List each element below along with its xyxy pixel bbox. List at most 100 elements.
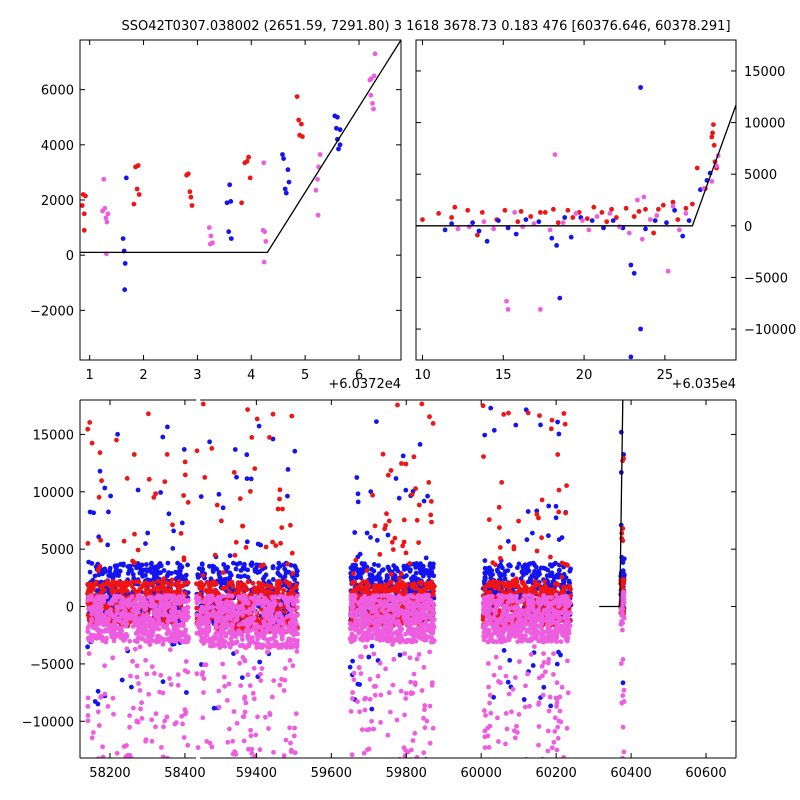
data-point-magenta bbox=[290, 642, 296, 648]
data-point-red bbox=[96, 566, 101, 572]
data-point-blue bbox=[548, 703, 554, 709]
data-point-blue bbox=[337, 127, 343, 133]
data-point-magenta bbox=[194, 612, 200, 618]
data-point-magenta bbox=[408, 630, 413, 636]
data-point-red bbox=[188, 194, 194, 200]
data-point-magenta bbox=[149, 717, 155, 723]
data-point-magenta bbox=[714, 163, 719, 169]
data-point-magenta bbox=[241, 738, 247, 744]
data-point-red bbox=[404, 582, 409, 587]
data-point-blue bbox=[355, 569, 361, 575]
data-point-magenta bbox=[175, 682, 181, 688]
data-point-red bbox=[200, 573, 206, 578]
data-point-magenta bbox=[137, 620, 143, 626]
data-point-magenta bbox=[379, 607, 384, 613]
data-point-red bbox=[246, 154, 252, 160]
data-point-magenta bbox=[401, 596, 407, 601]
data-point-magenta bbox=[481, 219, 487, 225]
data-point-magenta bbox=[288, 740, 293, 746]
data-point-blue bbox=[546, 503, 552, 509]
data-point-red bbox=[220, 570, 226, 575]
data-point-red bbox=[81, 227, 87, 233]
data-point-magenta bbox=[105, 211, 111, 217]
data-point-magenta bbox=[267, 636, 273, 642]
data-point-magenta bbox=[367, 696, 373, 702]
data-point-red bbox=[87, 420, 93, 425]
data-point-magenta bbox=[177, 594, 182, 599]
data-point-red bbox=[109, 589, 115, 595]
data-point-magenta bbox=[372, 51, 378, 57]
data-point-magenta bbox=[179, 614, 185, 620]
data-point-blue bbox=[530, 663, 536, 668]
data-point-blue bbox=[254, 562, 259, 568]
data-point-blue bbox=[408, 567, 413, 573]
data-point-magenta bbox=[131, 705, 136, 711]
data-point-magenta bbox=[388, 709, 393, 715]
data-point-magenta bbox=[281, 753, 287, 758]
data-point-blue bbox=[138, 567, 144, 572]
data-point-magenta bbox=[422, 725, 428, 731]
data-point-magenta bbox=[402, 651, 407, 656]
data-point-magenta bbox=[233, 751, 239, 757]
data-point-magenta bbox=[102, 691, 108, 697]
data-point-magenta bbox=[400, 757, 403, 758]
data-point-red bbox=[392, 535, 398, 541]
data-point-blue bbox=[393, 565, 398, 571]
data-point-magenta bbox=[204, 595, 209, 600]
data-point-magenta bbox=[287, 636, 293, 642]
data-point-magenta bbox=[396, 610, 402, 615]
data-point-magenta bbox=[183, 617, 189, 623]
data-point-magenta bbox=[199, 672, 205, 677]
data-point-red bbox=[591, 204, 597, 210]
data-point-magenta bbox=[244, 626, 250, 632]
data-point-magenta bbox=[291, 733, 297, 739]
data-point-blue bbox=[110, 573, 116, 579]
data-point-blue bbox=[553, 503, 559, 509]
data-point-red bbox=[240, 523, 245, 529]
data-point-red bbox=[294, 94, 300, 99]
data-point-blue bbox=[144, 567, 150, 572]
y-tick-label: 2000 bbox=[41, 194, 74, 209]
data-point-blue bbox=[523, 217, 529, 223]
data-point-magenta bbox=[271, 602, 277, 608]
data-point-magenta bbox=[373, 624, 379, 630]
data-point-magenta bbox=[274, 611, 280, 617]
data-point-magenta bbox=[421, 664, 427, 670]
data-point-red bbox=[370, 492, 375, 498]
data-point-magenta bbox=[560, 220, 566, 226]
data-point-magenta bbox=[315, 176, 320, 182]
data-point-blue bbox=[211, 705, 217, 711]
data-point-magenta bbox=[216, 704, 222, 710]
data-point-magenta bbox=[412, 730, 418, 736]
data-point-magenta bbox=[391, 656, 397, 662]
data-point-red bbox=[164, 452, 170, 457]
data-point-red bbox=[420, 217, 425, 223]
data-point-magenta bbox=[258, 592, 264, 598]
data-point-magenta bbox=[430, 638, 435, 644]
data-point-magenta bbox=[363, 612, 369, 618]
data-point-magenta bbox=[371, 614, 376, 620]
data-point-red bbox=[201, 582, 207, 588]
data-point-magenta bbox=[366, 727, 372, 732]
data-point-blue bbox=[245, 567, 251, 573]
data-point-blue bbox=[664, 220, 669, 226]
data-point-magenta bbox=[156, 626, 162, 632]
data-point-magenta bbox=[408, 593, 413, 599]
data-point-red bbox=[636, 209, 642, 214]
data-point-magenta bbox=[138, 628, 144, 634]
data-point-red bbox=[432, 583, 437, 589]
data-point-magenta bbox=[273, 634, 278, 639]
data-point-red bbox=[419, 401, 425, 407]
data-point-magenta bbox=[161, 637, 167, 643]
data-point-red bbox=[390, 585, 396, 591]
data-point-magenta bbox=[279, 635, 285, 640]
data-point-magenta bbox=[183, 709, 189, 715]
data-point-magenta bbox=[404, 617, 410, 623]
data-point-blue bbox=[347, 664, 353, 670]
data-point-blue bbox=[554, 243, 559, 248]
data-point-blue bbox=[367, 572, 373, 577]
data-point-red bbox=[267, 435, 272, 440]
data-point-magenta bbox=[419, 688, 425, 693]
data-point-magenta bbox=[100, 754, 106, 758]
data-point-red bbox=[282, 609, 287, 614]
